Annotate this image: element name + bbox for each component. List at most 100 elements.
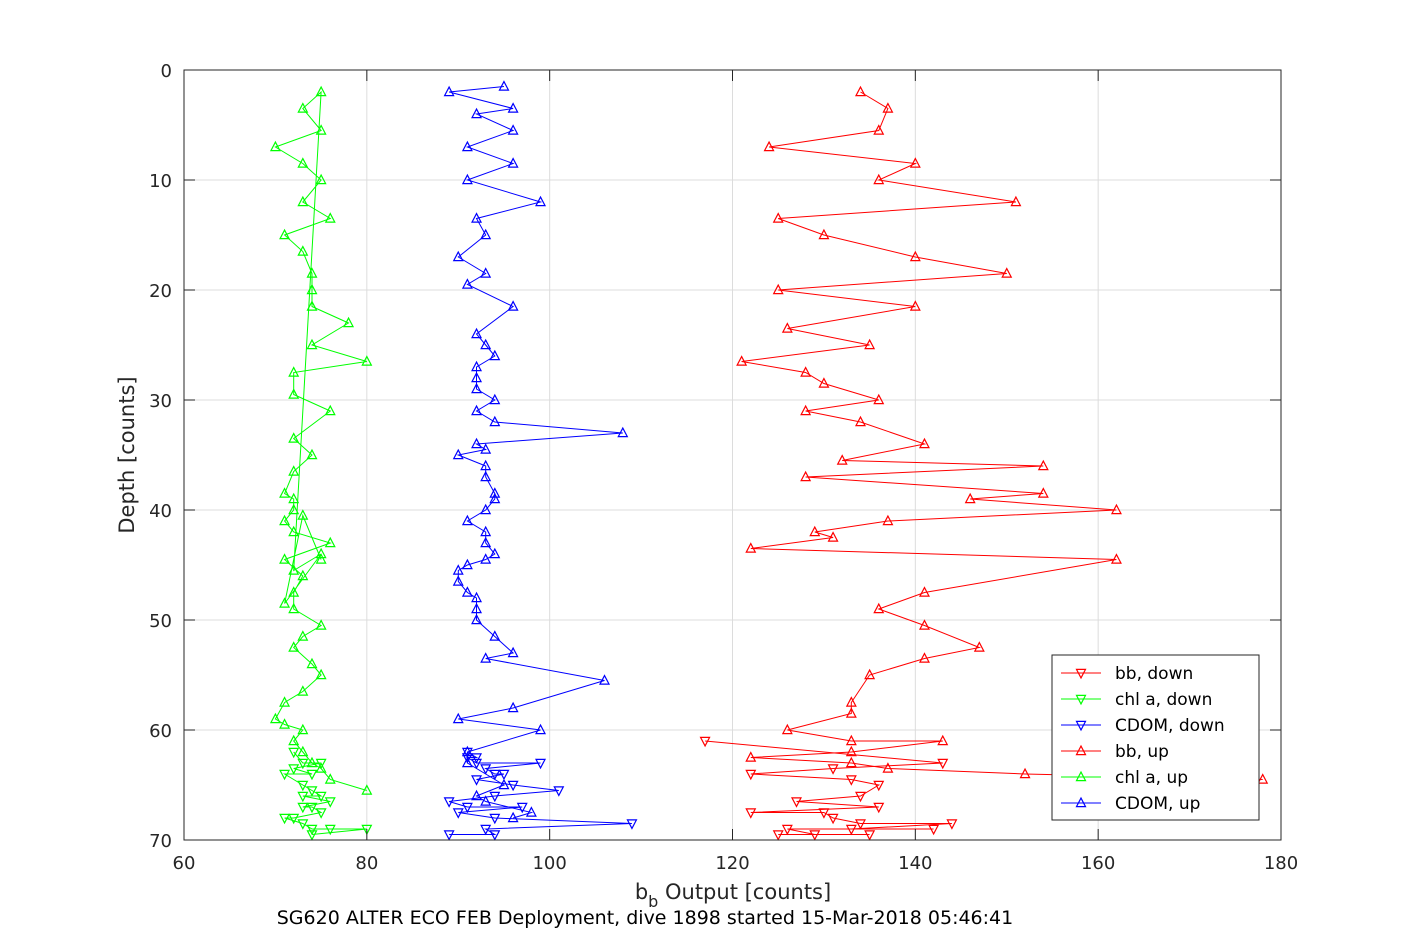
- data-point: [836, 454, 848, 465]
- data-point: [763, 140, 775, 152]
- data-point: [489, 830, 501, 841]
- data-point: [471, 753, 483, 764]
- y-tick-label: 70: [149, 831, 172, 852]
- data-point: [498, 769, 510, 781]
- series-5: [443, 80, 629, 823]
- data-point: [599, 674, 611, 685]
- data-point: [772, 212, 784, 223]
- data-point: [854, 415, 866, 427]
- data-point: [461, 173, 473, 185]
- legend-marker: [1075, 694, 1087, 706]
- data-point: [809, 830, 821, 841]
- data-point: [297, 245, 309, 256]
- legend-marker: [1075, 668, 1087, 680]
- data-point: [480, 536, 492, 548]
- legend-entry: chl a, down: [1061, 690, 1212, 710]
- data-point: [288, 747, 300, 759]
- data-point: [489, 393, 501, 405]
- data-point: [471, 591, 483, 603]
- data-point: [461, 586, 473, 597]
- data-point: [480, 764, 492, 775]
- data-point: [818, 377, 830, 388]
- data-point: [279, 553, 291, 564]
- data-point: [279, 514, 291, 526]
- data-point: [964, 492, 976, 504]
- data-point: [845, 696, 857, 707]
- data-point: [873, 124, 885, 135]
- data-point: [443, 797, 455, 808]
- data-point: [507, 300, 519, 311]
- x-axis-label-base: b: [635, 880, 648, 904]
- data-point: [361, 784, 373, 795]
- data-point: [288, 492, 300, 504]
- data-point: [516, 802, 528, 814]
- data-point: [882, 102, 894, 113]
- data-point: [535, 758, 547, 770]
- data-point: [315, 619, 327, 630]
- data-point: [854, 85, 866, 97]
- data-point: [699, 736, 711, 748]
- data-point: [288, 388, 300, 399]
- data-point: [297, 685, 309, 696]
- data-point: [818, 228, 830, 240]
- data-point: [471, 107, 483, 119]
- data-point: [480, 795, 492, 806]
- data-point: [882, 762, 894, 773]
- data-point: [315, 173, 327, 185]
- data-point: [297, 102, 309, 113]
- data-point: [306, 830, 318, 841]
- data-point: [745, 808, 757, 819]
- data-point: [297, 723, 309, 735]
- data-point: [288, 764, 300, 775]
- data-point: [297, 791, 309, 803]
- data-point: [288, 366, 300, 377]
- data-point: [306, 283, 318, 295]
- data-point: [315, 668, 327, 680]
- data-point: [854, 791, 866, 803]
- data-point: [745, 542, 757, 553]
- data-point: [918, 652, 930, 663]
- data-point: [498, 80, 510, 91]
- data-point: [443, 85, 455, 97]
- data-point: [937, 758, 949, 770]
- data-point: [1257, 773, 1269, 784]
- data-point: [845, 734, 857, 746]
- data-point: [507, 780, 519, 792]
- legend-entry: CDOM, up: [1061, 794, 1200, 814]
- data-point: [845, 707, 857, 718]
- data-point: [480, 338, 492, 350]
- data-point: [480, 267, 492, 278]
- data-point: [452, 575, 464, 586]
- data-point: [306, 338, 318, 350]
- data-point: [507, 646, 519, 658]
- data-point: [864, 338, 876, 350]
- data-point: [306, 769, 318, 781]
- data-point: [471, 758, 483, 770]
- data-point: [471, 775, 483, 786]
- data-point: [361, 355, 373, 366]
- data-point: [617, 426, 629, 438]
- data-point: [489, 791, 501, 803]
- data-point: [772, 830, 784, 841]
- data-point: [928, 824, 940, 836]
- legend-label: chl a, up: [1115, 768, 1188, 788]
- data-point: [507, 124, 519, 135]
- x-tick-label: 180: [1264, 853, 1298, 874]
- legend-entry: bb, up: [1061, 742, 1169, 762]
- data-point: [461, 514, 473, 526]
- data-point: [471, 613, 483, 625]
- data-point: [343, 316, 355, 328]
- data-point: [361, 824, 373, 836]
- legend-marker: [1075, 744, 1087, 756]
- x-tick-label: 80: [355, 853, 378, 874]
- data-point: [1110, 553, 1122, 564]
- data-point: [498, 778, 510, 790]
- data-point: [864, 668, 876, 680]
- data-point: [800, 404, 812, 416]
- data-point: [864, 830, 876, 841]
- y-tick-label: 20: [149, 281, 172, 302]
- data-point: [324, 773, 336, 784]
- series-line: [705, 740, 952, 835]
- data-point: [918, 619, 930, 630]
- y-tick-label: 30: [149, 391, 172, 412]
